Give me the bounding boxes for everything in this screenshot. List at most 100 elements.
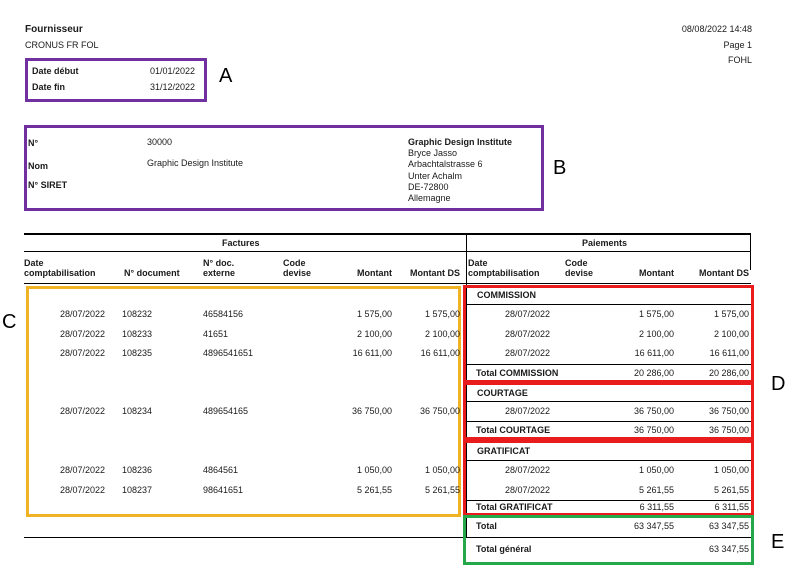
total-amount-ds: 63 347,55: [708, 521, 749, 531]
callout-d: D: [771, 373, 786, 395]
end-date-value: 31/12/2022: [150, 82, 196, 92]
invoice-doc-no: 108234: [122, 406, 153, 416]
table-row: 28/07/2022 16 611,00 16 611,00: [0, 348, 804, 362]
invoice-amount: 2 100,00: [356, 329, 392, 339]
callout-c: C: [2, 311, 17, 333]
invoice-date: 28/07/2022: [60, 485, 106, 495]
group-total-amount: 36 750,00: [633, 425, 674, 435]
group-total-row: Total COMMISSION 20 286,00 20 286,00: [0, 368, 804, 382]
vendor-no-value: 30000: [147, 137, 173, 147]
group-divider: [466, 460, 751, 461]
invoice-doc-no: 108235: [122, 348, 153, 358]
table-row: 28/07/2022 108237 98641651 5 261,55 5 26…: [0, 485, 804, 499]
col-header-doc: N° document: [124, 268, 180, 278]
invoice-amount-ds: 1 050,00: [424, 465, 460, 475]
payment-amount-ds: 5 261,55: [713, 485, 749, 495]
payment-amount-ds: 1 575,00: [713, 309, 749, 319]
invoice-amount: 1 050,00: [356, 465, 392, 475]
table-row: 28/07/2022 1 575,00 1 575,00: [0, 309, 804, 323]
group-total-amount: 6 311,55: [639, 502, 674, 512]
invoice-date: 28/07/2022: [60, 329, 106, 339]
table-row: 28/07/2022 1 050,00 1 050,00: [0, 465, 804, 479]
group-divider: [466, 401, 751, 402]
total-label: Total: [476, 521, 497, 531]
payment-amount-ds: 1 050,00: [713, 465, 749, 475]
payment-group-name: COURTAGE: [477, 388, 528, 398]
payment-date: 28/07/2022: [505, 309, 551, 319]
group-total-amount: 20 286,00: [633, 368, 674, 378]
group-total-amount-ds: 36 750,00: [708, 425, 749, 435]
col-header-amount: Montant: [357, 268, 392, 278]
table-divider: [466, 233, 467, 538]
pay-col-header-date: Date comptabilisation: [468, 258, 540, 278]
col-header-currency: Code devise: [283, 258, 312, 278]
callout-a: A: [219, 65, 233, 87]
total-row: Total 63 347,55 63 347,55: [0, 521, 804, 535]
total-amount: 63 347,55: [633, 521, 674, 531]
group-divider: [466, 421, 751, 422]
table-row: 28/07/2022 2 100,00 2 100,00: [0, 329, 804, 343]
grand-total-amount-ds: 63 347,55: [708, 544, 749, 554]
table-row: 28/07/2022 108232 46584156 1 575,00 1 57…: [0, 309, 804, 323]
address-line: Allemagne: [408, 193, 451, 204]
period-box: [25, 58, 207, 102]
payment-group-gratificat-box: [463, 440, 754, 516]
payment-date: 28/07/2022: [505, 329, 551, 339]
invoice-doc-no: 108232: [122, 309, 153, 319]
totals-box: [463, 515, 754, 565]
col-header-ext: N° doc. externe: [203, 258, 236, 278]
address-line: Unter Achalm: [408, 170, 463, 181]
group-total-label: Total COMMISSION: [476, 368, 559, 378]
invoices-box: [26, 286, 461, 517]
table-bottom-border: [24, 537, 466, 538]
table-row: 28/07/2022 108236 4864561 1 050,00 1 050…: [0, 465, 804, 479]
vendor-siret-label: N° SIRET: [28, 180, 68, 190]
table-row: 28/07/2022 108234 489654165 36 750,00 36…: [0, 406, 804, 420]
invoice-ext-doc: 98641651: [203, 485, 244, 495]
table-row: 28/07/2022 5 261,55 5 261,55: [0, 485, 804, 499]
payment-amount-ds: 16 611,00: [709, 348, 749, 358]
pay-col-header-amount: Montant: [639, 268, 674, 278]
payment-amount: 1 575,00: [638, 309, 674, 319]
group-total-amount-ds: 6 311,55: [714, 502, 749, 512]
payment-amount-ds: 36 750,00: [708, 406, 749, 416]
total-divider: [466, 537, 751, 538]
payment-date: 28/07/2022: [505, 485, 551, 495]
payment-group-name: COMMISSION: [477, 290, 537, 300]
address-line: Bryce Jasso: [408, 148, 458, 158]
invoice-date: 28/07/2022: [60, 348, 106, 358]
table-row: 28/07/2022 36 750,00 36 750,00: [0, 406, 804, 420]
payment-amount: 36 750,00: [633, 406, 674, 416]
invoice-amount: 16 611,00: [352, 348, 392, 358]
invoice-amount-ds: 2 100,00: [424, 329, 460, 339]
header-separator: [24, 251, 751, 252]
payment-group-courtage-box: [463, 382, 754, 440]
payment-amount: 2 100,00: [638, 329, 674, 339]
group-total-amount-ds: 20 286,00: [708, 368, 749, 378]
invoice-amount: 1 575,00: [356, 309, 392, 319]
start-date-label: Date début: [32, 66, 79, 76]
vendor-no-label: N°: [28, 138, 39, 148]
invoice-ext-doc: 4896541651: [203, 348, 254, 358]
group-total-row: Total COURTAGE 36 750,00 36 750,00: [0, 425, 804, 439]
table-row: 28/07/2022 108235 4896541651 16 611,00 1…: [0, 348, 804, 362]
group-total-label: Total COURTAGE: [476, 425, 551, 435]
invoice-ext-doc: 46584156: [203, 309, 244, 319]
invoice-amount: 36 750,00: [351, 406, 392, 416]
vendor-name-value: Graphic Design Institute: [147, 158, 244, 168]
address-line: Arbachtalstrasse 6: [408, 159, 483, 170]
col-header-amount-ds: Montant DS: [410, 268, 460, 278]
table-top-border: [24, 233, 751, 235]
group-total-row: Total GRATIFICAT 6 311,55 6 311,55: [0, 502, 804, 516]
invoice-date: 28/07/2022: [60, 406, 106, 416]
end-date-label: Date fin: [32, 82, 66, 92]
company-name: CRONUS FR FOL: [25, 40, 99, 50]
pay-col-header-currency: Code devise: [565, 258, 594, 278]
payment-amount: 1 050,00: [638, 465, 674, 475]
invoice-amount-ds: 1 575,00: [424, 309, 460, 319]
grand-total-row: Total général 63 347,55: [0, 544, 804, 558]
report-title: Fournisseur: [25, 24, 83, 35]
report-datetime: 08/08/2022 14:48: [681, 24, 752, 34]
invoice-doc-no: 108237: [122, 485, 153, 495]
table-row: 28/07/2022 108233 41651 2 100,00 2 100,0…: [0, 329, 804, 343]
